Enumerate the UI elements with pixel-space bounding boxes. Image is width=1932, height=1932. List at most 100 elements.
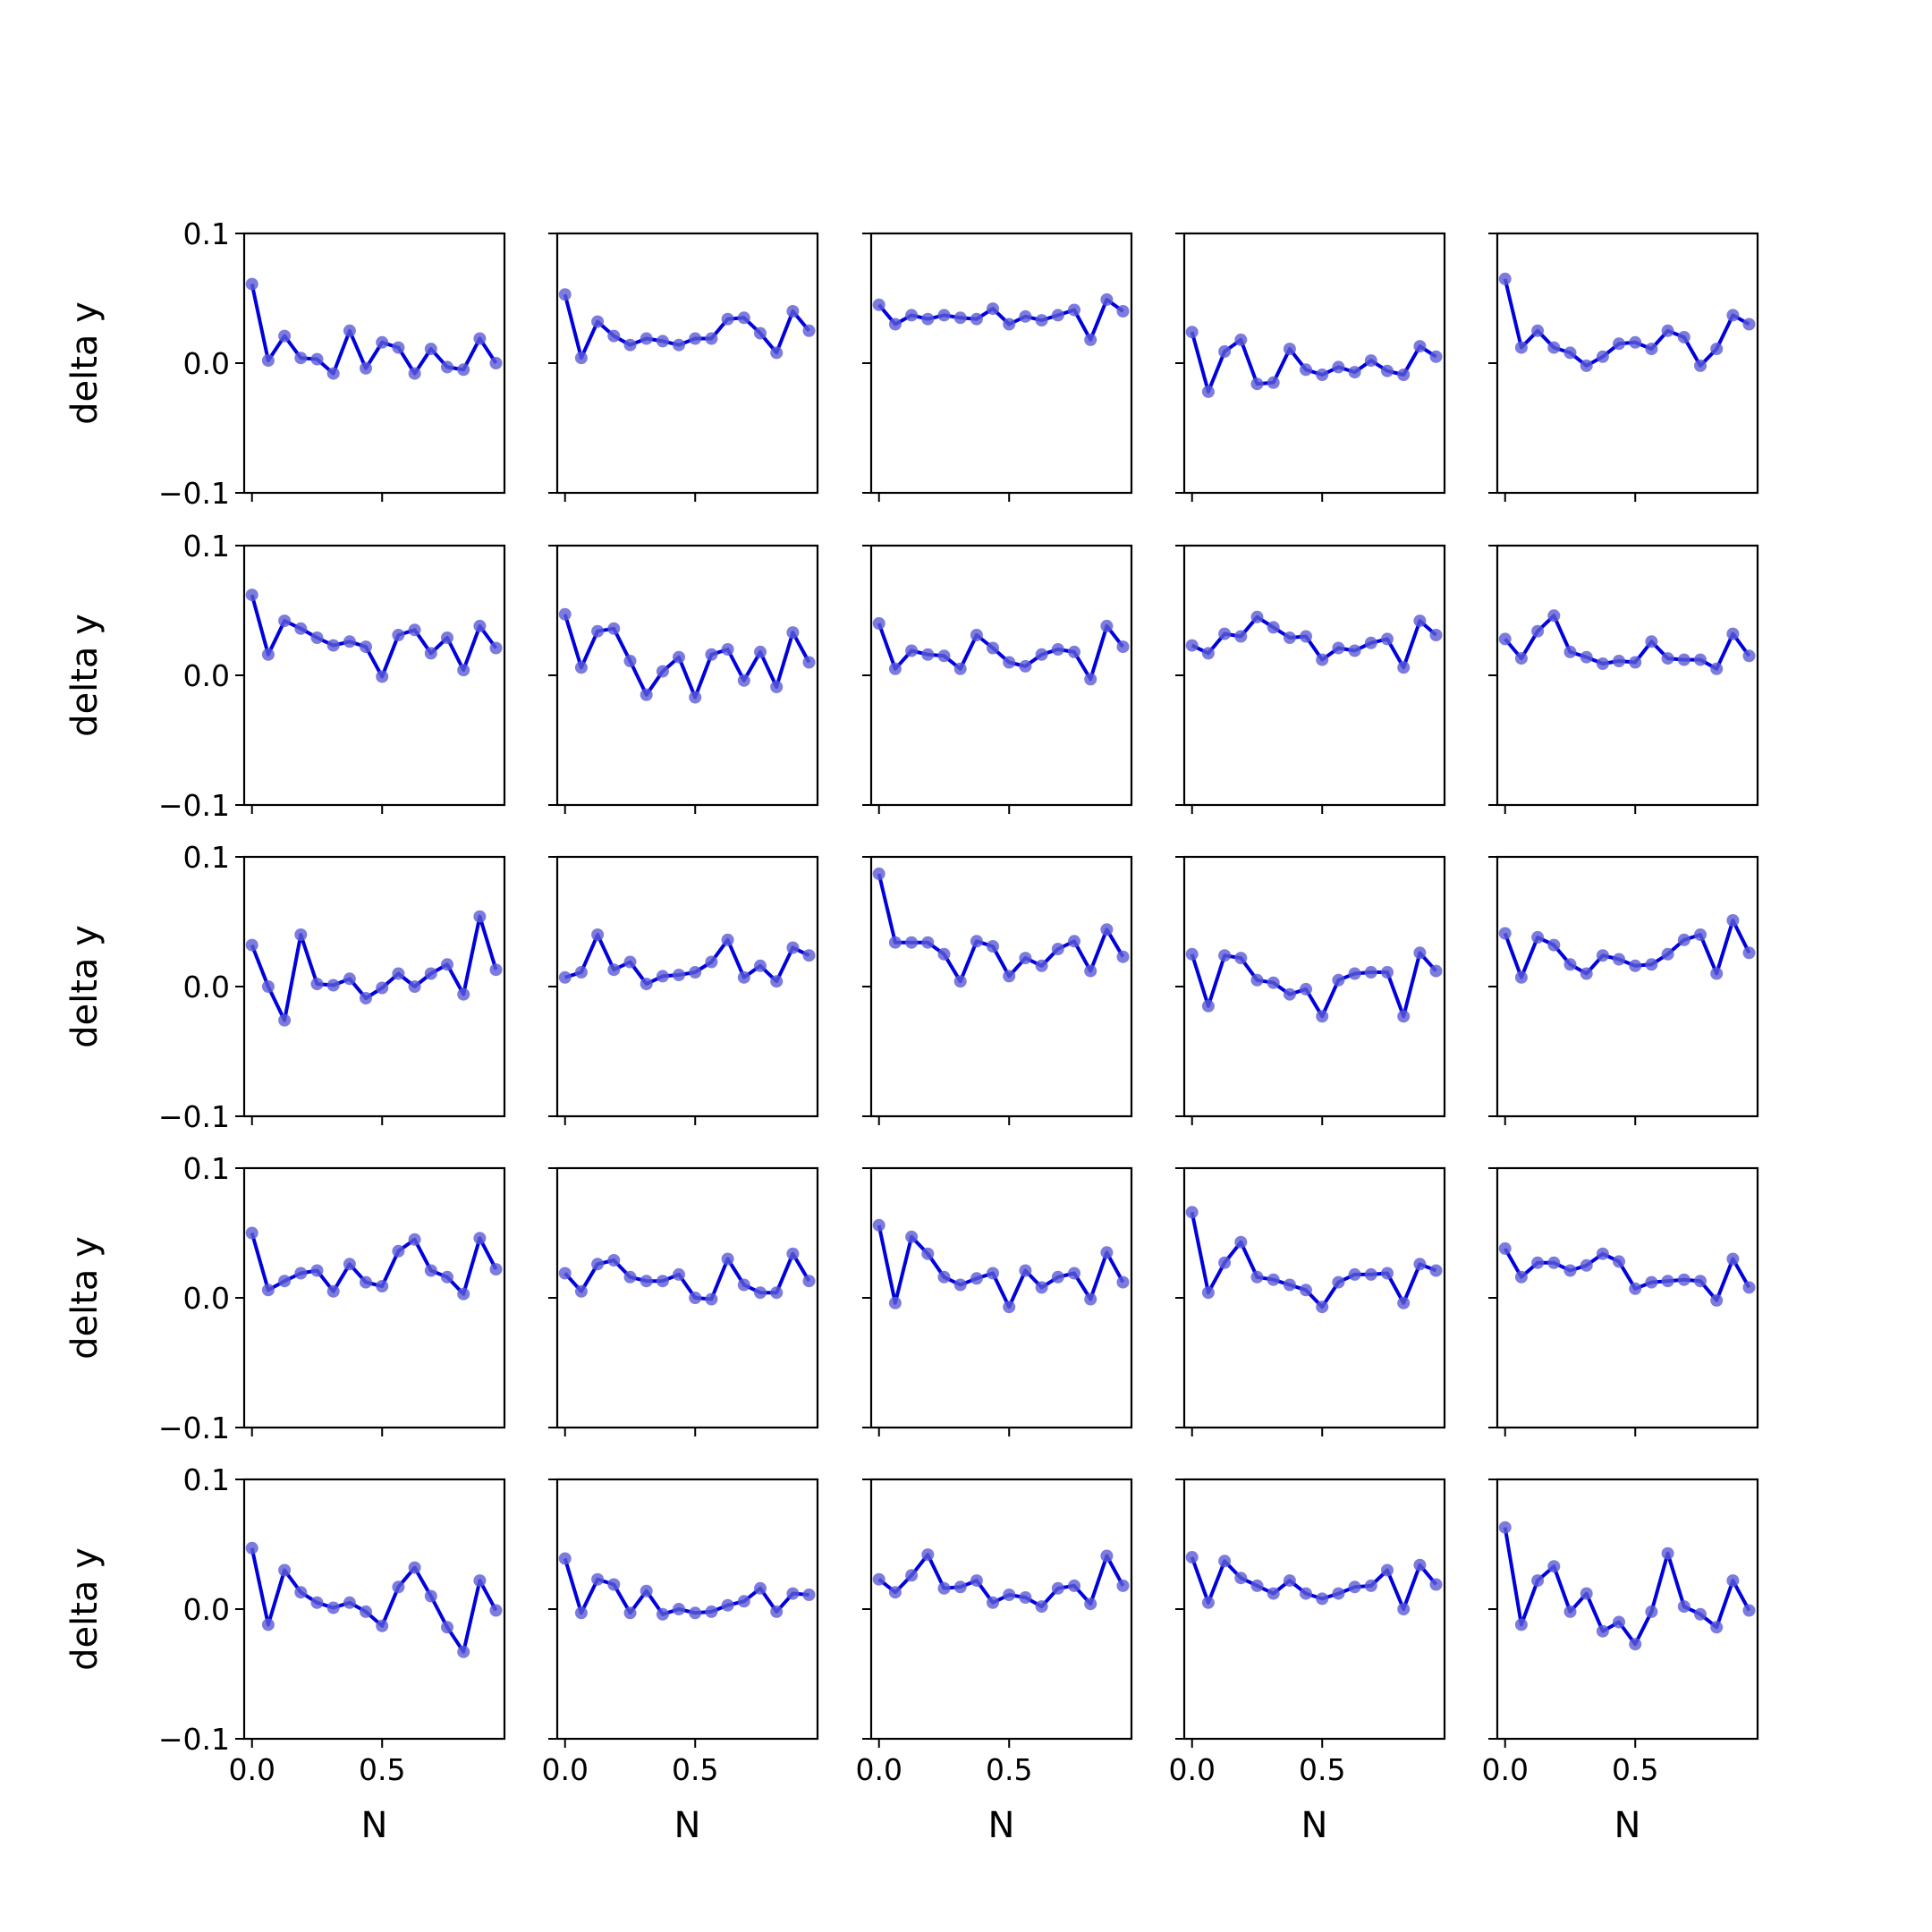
- data-point: [392, 341, 405, 354]
- data-point: [1348, 967, 1361, 980]
- data-point: [376, 670, 389, 683]
- data-point: [1645, 1605, 1658, 1618]
- subplot-2-4: [1175, 544, 1446, 814]
- data-point: [1726, 627, 1740, 640]
- subplot-4-1: −0.1 0.0 0.1 delta y: [64, 1151, 506, 1445]
- data-point: [1694, 1275, 1707, 1288]
- data-point: [558, 970, 572, 984]
- data-point: [1185, 1206, 1199, 1219]
- data-point: [888, 662, 902, 675]
- series-line: [563, 293, 811, 360]
- data-point: [1068, 1579, 1080, 1592]
- data-point: [921, 936, 935, 949]
- series-line: [564, 933, 810, 987]
- series-line: [250, 594, 498, 679]
- data-point: [737, 970, 750, 984]
- y-axis-label: delta y: [64, 301, 106, 425]
- data-point: [1580, 1258, 1593, 1272]
- series-line: [250, 284, 498, 376]
- data-point: [457, 987, 470, 1001]
- data-point: [1563, 958, 1577, 971]
- data-point: [1645, 343, 1658, 356]
- data-point: [689, 691, 702, 704]
- data-point: [1498, 1521, 1512, 1534]
- data-point: [786, 305, 800, 318]
- data-point: [245, 938, 258, 952]
- y-tick-label: 0.0: [183, 1592, 230, 1627]
- data-point: [1019, 309, 1032, 323]
- axes-frame: [1496, 1478, 1759, 1741]
- data-point: [1563, 1264, 1577, 1277]
- data-point: [754, 326, 767, 340]
- data-point: [558, 1552, 572, 1565]
- y-tick-label: 0.0: [183, 970, 230, 1004]
- subplot-3-4: [1175, 855, 1446, 1125]
- data-point: [953, 1278, 967, 1292]
- series-line: [563, 1557, 809, 1616]
- data-point: [937, 1270, 951, 1284]
- data-point: [640, 1584, 653, 1597]
- data-point: [1397, 369, 1411, 381]
- data-point: [591, 928, 605, 941]
- data-point: [1547, 1256, 1561, 1269]
- data-point: [1267, 1273, 1280, 1286]
- axes-frame: [1182, 1166, 1446, 1429]
- axes-frame: [1496, 1166, 1759, 1429]
- data-point: [921, 1548, 935, 1562]
- data-point: [607, 1578, 621, 1591]
- data-point: [376, 335, 389, 349]
- series-line: [250, 1232, 498, 1296]
- data-point: [673, 338, 685, 352]
- data-point: [441, 1621, 453, 1634]
- axes-frame: [1496, 544, 1759, 807]
- data-point: [905, 1569, 919, 1582]
- data-point: [1234, 630, 1248, 643]
- data-point: [1332, 360, 1345, 374]
- data-point: [1084, 1292, 1097, 1306]
- data-point: [1218, 1256, 1232, 1269]
- data-point: [376, 981, 389, 995]
- data-point: [689, 1292, 702, 1304]
- data-point: [905, 936, 919, 949]
- data-point: [1514, 652, 1528, 665]
- data-point: [1547, 341, 1561, 354]
- subplot-3-2: [548, 855, 819, 1125]
- data-point: [1726, 309, 1740, 322]
- data-point: [441, 1270, 453, 1284]
- data-point: [294, 622, 308, 635]
- subplot-4-2: [548, 1166, 819, 1436]
- data-point: [770, 975, 784, 988]
- data-point: [1629, 335, 1642, 349]
- data-point: [1381, 364, 1394, 377]
- data-point: [1234, 952, 1248, 965]
- subplot-5-4: 0.0 0.5 N: [1168, 1478, 1446, 1846]
- data-point: [770, 346, 784, 360]
- data-point: [1316, 369, 1329, 381]
- data-point: [1185, 639, 1199, 652]
- axes-frame: [555, 1166, 819, 1429]
- data-point: [1726, 1252, 1740, 1266]
- data-point: [1645, 635, 1658, 648]
- subplot-3-1: −0.1 0.0 0.1 delta y: [64, 840, 506, 1134]
- data-point: [1250, 377, 1264, 391]
- data-point: [607, 329, 621, 343]
- data-point: [1694, 928, 1707, 941]
- data-point: [1710, 343, 1724, 356]
- subplot-4-5: [1488, 1166, 1759, 1436]
- data-point: [424, 1589, 437, 1603]
- x-tick-label: 0.0: [855, 1752, 902, 1787]
- data-point: [1629, 656, 1642, 669]
- data-point: [1019, 1264, 1032, 1277]
- data-point: [1364, 354, 1377, 368]
- data-point: [1547, 1560, 1561, 1573]
- subplot-2-5: [1488, 544, 1759, 814]
- data-point: [1051, 643, 1064, 656]
- data-point: [360, 992, 372, 1004]
- data-point: [489, 357, 503, 369]
- data-point: [770, 681, 784, 693]
- data-point: [1051, 1581, 1064, 1595]
- data-point: [721, 643, 734, 656]
- data-point: [1580, 359, 1593, 372]
- data-point: [1348, 644, 1361, 657]
- data-point: [1580, 967, 1593, 980]
